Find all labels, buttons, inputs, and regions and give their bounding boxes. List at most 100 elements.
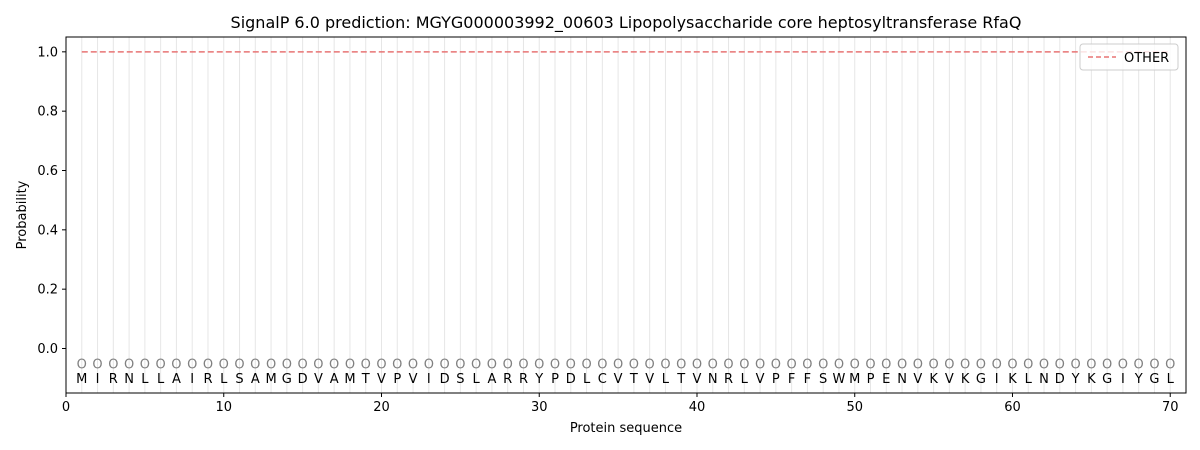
residue-label: Y (534, 372, 543, 387)
residue-label: G (976, 372, 986, 387)
x-tick-label: 10 (215, 400, 232, 415)
region-label: O (1055, 357, 1065, 372)
region-label: O (487, 357, 497, 372)
region-label: O (1070, 357, 1080, 372)
region-label: O (897, 357, 907, 372)
y-tick-label: 1.0 (37, 45, 58, 60)
region-label: O (960, 357, 970, 372)
region-label: O (944, 357, 954, 372)
residue-label: T (629, 372, 638, 387)
region-label: O (408, 357, 418, 372)
residue-label: R (724, 372, 733, 387)
residue-label: D (566, 372, 576, 387)
residue-label: L (157, 372, 165, 387)
region-label: O (928, 357, 938, 372)
region-label: O (645, 357, 655, 372)
residue-label: L (741, 372, 749, 387)
residue-label: L (1025, 372, 1033, 387)
residue-label: A (487, 372, 496, 387)
residue-label: L (662, 372, 670, 387)
region-label: O (755, 357, 765, 372)
residue-label: V (645, 372, 654, 387)
residue-label: Y (1071, 372, 1080, 387)
residue-label: N (1039, 372, 1049, 387)
residue-label: E (882, 372, 890, 387)
region-label: O (392, 357, 402, 372)
residue-label: K (961, 372, 970, 387)
residue-label: L (1167, 372, 1175, 387)
region-label: O (424, 357, 434, 372)
region-label: O (345, 357, 355, 372)
region-label: O (581, 357, 591, 372)
residue-label: V (945, 372, 954, 387)
residue-label: L (473, 372, 481, 387)
residue-label: T (361, 372, 370, 387)
region-label: O (1086, 357, 1096, 372)
region-label: O (1165, 357, 1175, 372)
region-label: O (992, 357, 1002, 372)
residue-label: G (1102, 372, 1112, 387)
region-label: O (77, 357, 87, 372)
region-label: O (518, 357, 528, 372)
residue-label: K (1087, 372, 1096, 387)
residue-label: L (141, 372, 149, 387)
region-label: O (613, 357, 623, 372)
residue-label: V (693, 372, 702, 387)
residue-label: I (190, 372, 194, 387)
residue-label: I (427, 372, 431, 387)
region-label: O (1023, 357, 1033, 372)
x-tick-label: 50 (846, 400, 863, 415)
residue-label: A (251, 372, 260, 387)
residue-label: D (440, 372, 450, 387)
region-label: O (140, 357, 150, 372)
region-label: O (865, 357, 875, 372)
x-tick-label: 40 (689, 400, 706, 415)
residue-label: P (551, 372, 559, 387)
region-label: O (455, 357, 465, 372)
region-label: O (219, 357, 229, 372)
residue-label: P (867, 372, 875, 387)
region-label: O (818, 357, 828, 372)
y-tick-label: 0.4 (37, 223, 58, 238)
x-tick-label: 30 (531, 400, 548, 415)
region-label: O (1039, 357, 1049, 372)
residue-label: R (203, 372, 212, 387)
residue-label: N (897, 372, 907, 387)
residue-label: T (676, 372, 685, 387)
residue-label: V (913, 372, 922, 387)
residue-label: N (708, 372, 718, 387)
region-label: O (550, 357, 560, 372)
residue-label: M (265, 372, 276, 387)
region-label: O (203, 357, 213, 372)
region-label: O (1118, 357, 1128, 372)
region-label: O (439, 357, 449, 372)
region-label: O (108, 357, 118, 372)
region-label: O (234, 357, 244, 372)
region-label: O (187, 357, 197, 372)
residue-label: G (282, 372, 292, 387)
residue-label: K (929, 372, 938, 387)
region-label: O (266, 357, 276, 372)
residue-label: G (1149, 372, 1159, 387)
residue-label: S (819, 372, 827, 387)
residue-label: V (377, 372, 386, 387)
residue-label: S (235, 372, 243, 387)
region-label: O (676, 357, 686, 372)
region-label: O (156, 357, 166, 372)
region-label: O (723, 357, 733, 372)
region-label: O (1149, 357, 1159, 372)
residue-label: M (76, 372, 87, 387)
residue-label: A (172, 372, 181, 387)
residue-label: D (298, 372, 308, 387)
x-axis: 0 10 20 30 40 50 60 70 (62, 393, 1178, 415)
region-label: O (376, 357, 386, 372)
residue-label: I (1121, 372, 1125, 387)
region-label: O (660, 357, 670, 372)
residue-label: W (833, 372, 846, 387)
x-axis-label: Protein sequence (570, 421, 682, 436)
residue-label: K (1008, 372, 1017, 387)
residue-label: Y (1134, 372, 1143, 387)
region-label: O (850, 357, 860, 372)
residue-label: M (344, 372, 355, 387)
